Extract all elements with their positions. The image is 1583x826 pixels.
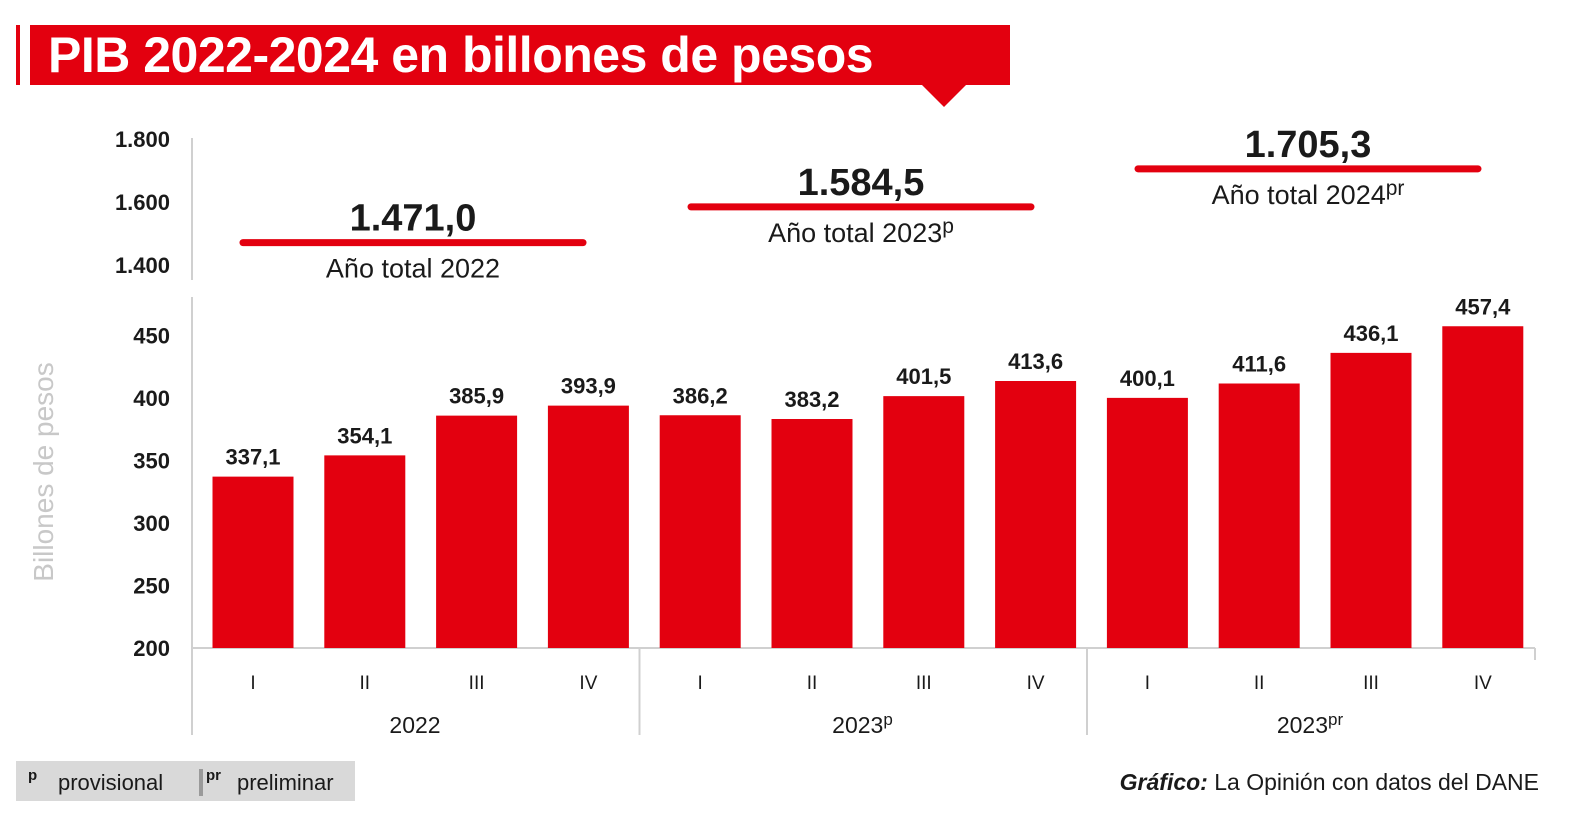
annual-total-caption: Año total 2023p bbox=[768, 215, 954, 248]
y-tick-label: 200 bbox=[133, 636, 170, 661]
bar-value-label: 413,6 bbox=[1008, 349, 1063, 374]
group-label: 2022 bbox=[389, 712, 440, 738]
title-notch bbox=[922, 85, 966, 107]
group-label-sup: pr bbox=[1328, 710, 1343, 729]
bar bbox=[659, 415, 741, 648]
bar bbox=[547, 405, 629, 648]
group-label: 2023p bbox=[832, 710, 893, 738]
legend-label-provisional: provisional bbox=[58, 770, 164, 795]
group-label: 2023pr bbox=[1277, 710, 1344, 738]
title-bar: PIB 2022-2024 en billones de pesos bbox=[16, 25, 1010, 107]
annual-total-caption-sup: pr bbox=[1386, 177, 1405, 200]
y-axis-title: Billones de pesos bbox=[28, 362, 59, 581]
bar bbox=[436, 415, 518, 648]
bar-value-label: 383,2 bbox=[784, 387, 839, 412]
annual-y-tick-label: 1.400 bbox=[115, 253, 170, 278]
x-tick-label: II bbox=[807, 673, 818, 694]
legend-label-preliminar: preliminar bbox=[237, 770, 334, 795]
annual-total-caption: Año total 2022 bbox=[326, 254, 500, 284]
bar bbox=[1442, 326, 1524, 648]
credit-prefix: Gráfico: bbox=[1119, 769, 1208, 795]
annual-total-caption: Año total 2024pr bbox=[1212, 177, 1405, 210]
y-tick-label: 350 bbox=[133, 449, 170, 474]
bar-value-label: 411,6 bbox=[1232, 352, 1286, 377]
legend: p provisional pr preliminar bbox=[16, 761, 355, 801]
chart-title: PIB 2022-2024 en billones de pesos bbox=[30, 25, 1010, 85]
group-label-year: 2022 bbox=[389, 712, 440, 738]
x-tick-label: I bbox=[250, 673, 255, 694]
bar bbox=[212, 476, 294, 648]
x-tick-label: II bbox=[1254, 673, 1265, 694]
legend-sup-provisional: p bbox=[28, 767, 38, 784]
bar-value-label: 436,1 bbox=[1343, 321, 1398, 346]
bar-value-label: 393,9 bbox=[561, 374, 616, 399]
title-accent-stripe bbox=[16, 25, 20, 85]
bar bbox=[883, 396, 965, 648]
bar-value-label: 401,5 bbox=[896, 364, 951, 389]
group-label-year: 2023 bbox=[1277, 712, 1328, 738]
x-tick-label: III bbox=[1363, 673, 1379, 694]
group-label-year: 2023 bbox=[832, 712, 883, 738]
bar-value-label: 385,9 bbox=[449, 384, 504, 409]
x-tick-label: II bbox=[360, 673, 371, 694]
annual-total-caption-text: Año total 2024 bbox=[1212, 180, 1386, 210]
annual-y-tick-label: 1.800 bbox=[115, 127, 170, 152]
x-tick-label: I bbox=[698, 673, 703, 694]
bar bbox=[324, 455, 406, 648]
y-tick-label: 250 bbox=[133, 574, 170, 599]
group-label-sup: p bbox=[883, 710, 892, 729]
legend-separator bbox=[199, 769, 203, 796]
bar bbox=[771, 419, 853, 648]
bar-value-label: 337,1 bbox=[225, 445, 280, 470]
annual-total-value: 1.584,5 bbox=[798, 162, 925, 204]
credit-text: La Opinión con datos del DANE bbox=[1214, 769, 1539, 795]
bars: 337,1 354,1 385,9 393,9 386,2 383,2 401,5 413,6… bbox=[212, 294, 1524, 648]
annual-total-value: 1.705,3 bbox=[1245, 124, 1372, 166]
legend-sup-preliminar: pr bbox=[206, 767, 221, 784]
annual-total-caption-sup: p bbox=[942, 215, 954, 238]
y-tick-label: 300 bbox=[133, 511, 170, 536]
x-tick-label: I bbox=[1145, 673, 1150, 694]
x-tick-label: III bbox=[469, 673, 485, 694]
bar-value-label: 400,1 bbox=[1120, 366, 1175, 391]
bar bbox=[1330, 352, 1412, 648]
bar-value-label: 386,2 bbox=[673, 383, 728, 408]
bar bbox=[995, 381, 1077, 648]
annual-total-caption-text: Año total 2023 bbox=[768, 218, 942, 248]
annual-total-value: 1.471,0 bbox=[350, 198, 477, 240]
y-tick-label: 450 bbox=[133, 324, 170, 349]
credit: Gráfico: La Opinión con datos del DANE bbox=[1120, 769, 1539, 796]
bar-value-label: 457,4 bbox=[1455, 294, 1511, 319]
bar bbox=[1218, 383, 1300, 648]
x-tick-label: IV bbox=[1027, 673, 1045, 694]
bar-value-label: 354,1 bbox=[337, 423, 392, 448]
annual-y-tick-label: 1.600 bbox=[115, 190, 170, 215]
x-tick-label: IV bbox=[1474, 673, 1492, 694]
y-tick-label: 400 bbox=[133, 386, 170, 411]
annual-total-caption-text: Año total 2022 bbox=[326, 254, 500, 284]
x-tick-label: IV bbox=[579, 673, 597, 694]
bar bbox=[1106, 397, 1188, 648]
x-tick-label: III bbox=[916, 673, 932, 694]
axes: 200 250 300 350 400 450 1.400 1.600 1.800 Billone… bbox=[28, 127, 1535, 735]
annual-totals: 1.471,0 Año total 2022 1.584,5 Año total 20… bbox=[239, 124, 1482, 284]
